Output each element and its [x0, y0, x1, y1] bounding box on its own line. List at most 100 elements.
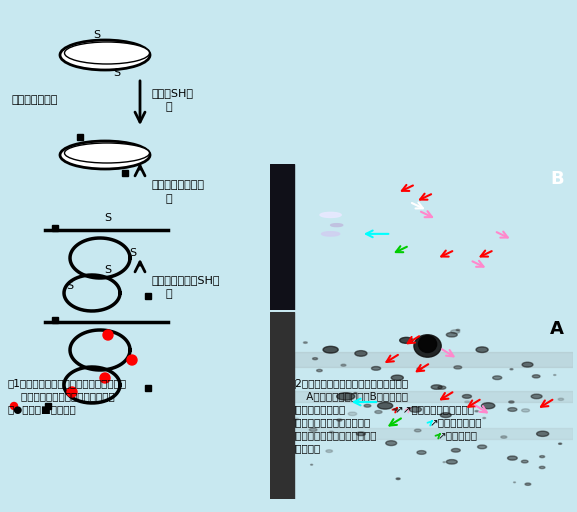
Text: S: S	[114, 68, 121, 78]
Text: S: S	[104, 265, 111, 275]
Ellipse shape	[329, 431, 334, 433]
Ellipse shape	[321, 232, 340, 236]
Bar	[52, 225, 58, 231]
Ellipse shape	[476, 347, 488, 352]
Ellipse shape	[533, 375, 540, 378]
Ellipse shape	[313, 358, 317, 360]
Ellipse shape	[514, 482, 515, 483]
Ellipse shape	[456, 329, 460, 331]
Bar	[52, 317, 58, 323]
Ellipse shape	[375, 411, 382, 414]
Circle shape	[67, 387, 77, 397]
Text: 図2．コメ塩溶性画分の二次元電気泳動図: 図2．コメ塩溶性画分の二次元電気泳動図	[290, 378, 409, 388]
Ellipse shape	[414, 335, 441, 357]
Ellipse shape	[354, 393, 357, 394]
Ellipse shape	[454, 366, 462, 369]
Text: 異的に蛍光標識するための概略図: 異的に蛍光標識するための概略図	[8, 391, 115, 401]
Ellipse shape	[65, 42, 149, 64]
Ellipse shape	[451, 330, 460, 333]
Ellipse shape	[508, 456, 517, 460]
Ellipse shape	[501, 436, 507, 438]
Ellipse shape	[391, 375, 403, 380]
Ellipse shape	[414, 429, 421, 432]
Ellipse shape	[317, 369, 322, 372]
Ellipse shape	[537, 431, 549, 436]
Ellipse shape	[508, 408, 517, 411]
Ellipse shape	[357, 432, 365, 436]
Ellipse shape	[309, 428, 317, 432]
Ellipse shape	[531, 394, 542, 399]
Ellipse shape	[310, 464, 313, 465]
Ellipse shape	[447, 332, 457, 337]
Ellipse shape	[304, 342, 308, 344]
Ellipse shape	[355, 351, 367, 356]
Text: 既知のアレルゲン（: 既知のアレルゲン（	[290, 404, 346, 414]
Ellipse shape	[493, 376, 502, 379]
Text: A: A	[550, 320, 564, 338]
Ellipse shape	[559, 443, 561, 444]
Ellipse shape	[60, 40, 150, 70]
Ellipse shape	[396, 478, 400, 480]
Ellipse shape	[418, 336, 437, 352]
Ellipse shape	[65, 143, 149, 163]
Ellipse shape	[440, 413, 451, 417]
Ellipse shape	[417, 368, 422, 370]
Text: S: S	[66, 281, 73, 291]
Ellipse shape	[451, 449, 460, 452]
Text: アレルゲン候補: アレルゲン候補	[12, 95, 58, 105]
Text: の: の	[165, 289, 171, 299]
Ellipse shape	[465, 401, 470, 403]
Text: ↗）、相同性のな: ↗）、相同性のな	[430, 417, 482, 427]
Text: S: S	[104, 213, 111, 223]
Text: ↗↗）、既知のアレルゲン: ↗↗）、既知のアレルゲン	[395, 404, 475, 414]
Bar	[294, 428, 573, 439]
Text: の: の	[165, 194, 171, 204]
Text: ジスルフィド結合: ジスルフィド結合	[152, 180, 205, 190]
Ellipse shape	[348, 412, 357, 416]
Bar	[145, 293, 151, 299]
Ellipse shape	[400, 337, 413, 344]
Circle shape	[127, 355, 137, 365]
Bar	[270, 164, 294, 310]
Ellipse shape	[410, 407, 421, 412]
Bar	[270, 312, 294, 499]
Bar	[45, 403, 51, 409]
Ellipse shape	[323, 346, 338, 353]
Ellipse shape	[539, 466, 545, 468]
Ellipse shape	[462, 395, 471, 398]
Ellipse shape	[337, 419, 342, 421]
Ellipse shape	[294, 418, 299, 420]
Ellipse shape	[377, 402, 393, 409]
Ellipse shape	[539, 456, 545, 458]
Text: 識された。: 識された。	[290, 443, 321, 453]
Text: A：総蛋白質の染色、B：蛍光検出: A：総蛋白質の染色、B：蛍光検出	[290, 391, 408, 401]
Ellipse shape	[386, 441, 396, 445]
Text: い新規アレルゲン候補蛋白質（: い新規アレルゲン候補蛋白質（	[290, 430, 377, 440]
Ellipse shape	[326, 450, 332, 453]
Text: B: B	[550, 169, 564, 188]
Ellipse shape	[475, 411, 478, 412]
Ellipse shape	[60, 141, 150, 169]
Circle shape	[103, 330, 113, 340]
Ellipse shape	[525, 483, 531, 485]
Ellipse shape	[438, 386, 446, 389]
Circle shape	[10, 402, 17, 410]
Ellipse shape	[431, 385, 442, 389]
Circle shape	[100, 373, 110, 383]
Ellipse shape	[372, 367, 381, 370]
Ellipse shape	[364, 404, 371, 407]
Ellipse shape	[558, 398, 564, 400]
Text: S: S	[129, 248, 137, 258]
Bar	[294, 391, 573, 402]
Ellipse shape	[522, 460, 528, 463]
Bar	[294, 352, 573, 367]
Bar	[122, 170, 128, 176]
Ellipse shape	[510, 369, 513, 370]
Ellipse shape	[478, 445, 486, 449]
Ellipse shape	[509, 401, 514, 403]
Ellipse shape	[483, 417, 486, 419]
Text: 新たに露出したSH基: 新たに露出したSH基	[152, 275, 220, 285]
Text: を: を	[165, 102, 171, 112]
Ellipse shape	[341, 364, 346, 366]
Text: に相同性をもつ新規蛋白質（: に相同性をもつ新規蛋白質（	[290, 417, 371, 427]
